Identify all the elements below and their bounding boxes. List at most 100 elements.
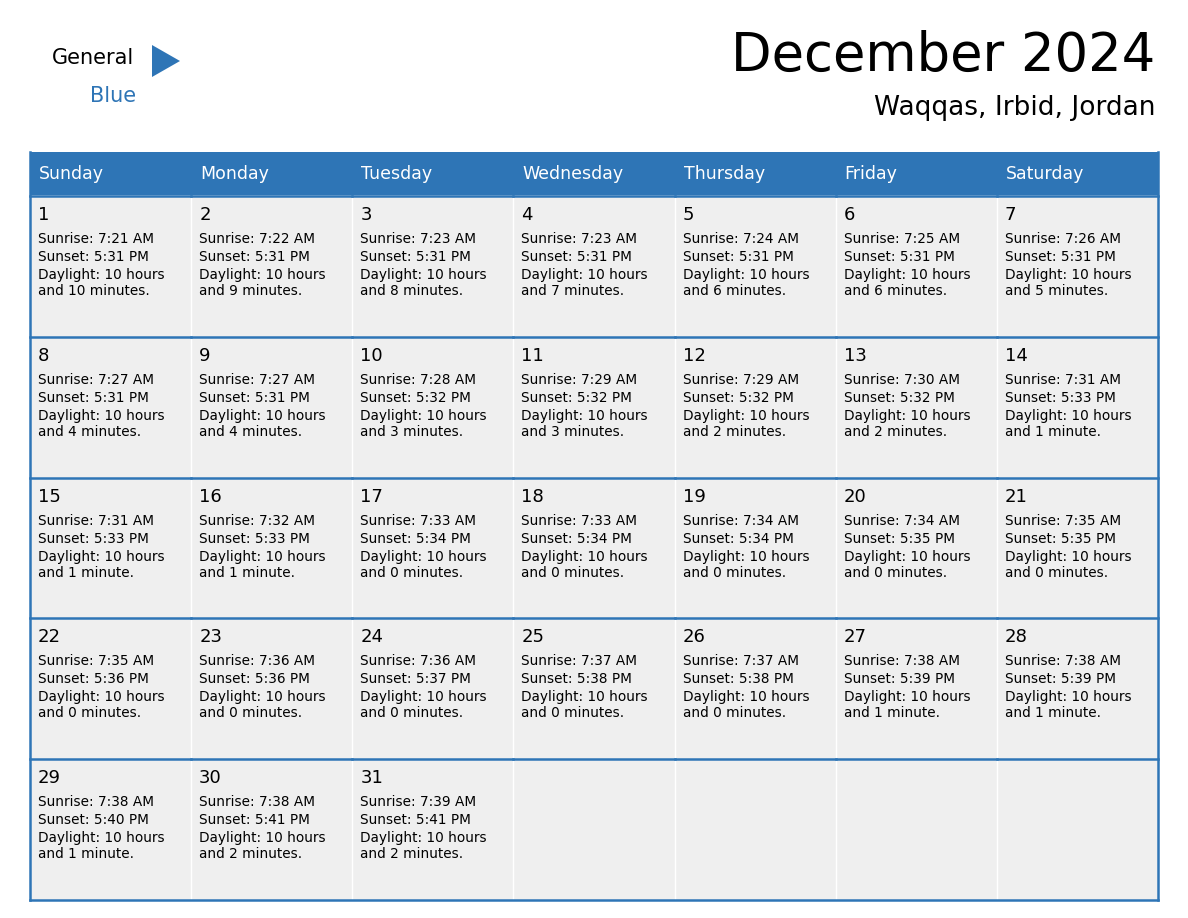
Text: Sunset: 5:33 PM: Sunset: 5:33 PM	[200, 532, 310, 545]
Text: Sunrise: 7:23 AM: Sunrise: 7:23 AM	[360, 232, 476, 246]
Text: and 0 minutes.: and 0 minutes.	[38, 706, 141, 721]
Text: 15: 15	[38, 487, 61, 506]
Text: Sunset: 5:32 PM: Sunset: 5:32 PM	[360, 391, 472, 405]
Text: Friday: Friday	[845, 165, 898, 183]
Text: Sunrise: 7:21 AM: Sunrise: 7:21 AM	[38, 232, 154, 246]
Text: Sunrise: 7:27 AM: Sunrise: 7:27 AM	[38, 373, 154, 386]
Text: and 2 minutes.: and 2 minutes.	[200, 847, 302, 861]
Text: Daylight: 10 hours: Daylight: 10 hours	[360, 550, 487, 564]
Text: Sunrise: 7:24 AM: Sunrise: 7:24 AM	[683, 232, 798, 246]
Text: and 8 minutes.: and 8 minutes.	[360, 284, 463, 298]
Bar	[30, 477, 191, 619]
Text: and 0 minutes.: and 0 minutes.	[522, 565, 625, 579]
Text: 10: 10	[360, 347, 383, 364]
Text: Daylight: 10 hours: Daylight: 10 hours	[38, 690, 165, 704]
Bar	[191, 196, 353, 337]
Bar	[30, 759, 191, 900]
Text: 18: 18	[522, 487, 544, 506]
Text: Sunset: 5:31 PM: Sunset: 5:31 PM	[843, 250, 955, 264]
Text: Sunset: 5:33 PM: Sunset: 5:33 PM	[1005, 391, 1116, 405]
Bar	[513, 477, 675, 619]
Bar	[191, 759, 353, 900]
Text: 14: 14	[1005, 347, 1028, 364]
Text: Saturday: Saturday	[1006, 165, 1085, 183]
Text: Daylight: 10 hours: Daylight: 10 hours	[200, 550, 326, 564]
Bar	[835, 152, 997, 196]
Text: Daylight: 10 hours: Daylight: 10 hours	[843, 409, 971, 423]
Text: and 1 minute.: and 1 minute.	[1005, 425, 1101, 439]
Bar	[353, 477, 513, 619]
Text: and 1 minute.: and 1 minute.	[38, 565, 134, 579]
Bar	[353, 152, 513, 196]
Bar	[997, 196, 1158, 337]
Text: Sunrise: 7:35 AM: Sunrise: 7:35 AM	[1005, 513, 1121, 528]
Text: 27: 27	[843, 629, 867, 646]
Text: and 0 minutes.: and 0 minutes.	[360, 706, 463, 721]
Text: Daylight: 10 hours: Daylight: 10 hours	[522, 550, 647, 564]
Text: Sunset: 5:31 PM: Sunset: 5:31 PM	[200, 391, 310, 405]
Text: Sunset: 5:31 PM: Sunset: 5:31 PM	[360, 250, 472, 264]
Text: Sunset: 5:33 PM: Sunset: 5:33 PM	[38, 532, 148, 545]
Bar	[30, 152, 191, 196]
Text: Daylight: 10 hours: Daylight: 10 hours	[38, 268, 165, 282]
Text: 24: 24	[360, 629, 384, 646]
Text: and 1 minute.: and 1 minute.	[843, 706, 940, 721]
Text: Sunset: 5:31 PM: Sunset: 5:31 PM	[1005, 250, 1116, 264]
Text: Tuesday: Tuesday	[361, 165, 432, 183]
Text: Daylight: 10 hours: Daylight: 10 hours	[843, 690, 971, 704]
Text: Sunrise: 7:29 AM: Sunrise: 7:29 AM	[683, 373, 798, 386]
Text: Sunset: 5:38 PM: Sunset: 5:38 PM	[683, 672, 794, 687]
Text: Sunset: 5:32 PM: Sunset: 5:32 PM	[683, 391, 794, 405]
Text: Sunset: 5:34 PM: Sunset: 5:34 PM	[683, 532, 794, 545]
Text: 22: 22	[38, 629, 61, 646]
Text: Sunset: 5:39 PM: Sunset: 5:39 PM	[843, 672, 955, 687]
Text: Daylight: 10 hours: Daylight: 10 hours	[1005, 268, 1131, 282]
Text: 3: 3	[360, 206, 372, 224]
Text: 5: 5	[683, 206, 694, 224]
Bar	[191, 477, 353, 619]
Bar	[835, 477, 997, 619]
Text: and 1 minute.: and 1 minute.	[38, 847, 134, 861]
Text: Sunrise: 7:37 AM: Sunrise: 7:37 AM	[683, 655, 798, 668]
Text: Sunrise: 7:36 AM: Sunrise: 7:36 AM	[200, 655, 315, 668]
Text: Daylight: 10 hours: Daylight: 10 hours	[360, 831, 487, 845]
Bar	[675, 152, 835, 196]
Text: December 2024: December 2024	[731, 30, 1155, 82]
Bar	[835, 619, 997, 759]
Text: Daylight: 10 hours: Daylight: 10 hours	[38, 550, 165, 564]
Text: Sunset: 5:40 PM: Sunset: 5:40 PM	[38, 813, 148, 827]
Bar	[835, 196, 997, 337]
Text: Daylight: 10 hours: Daylight: 10 hours	[1005, 550, 1131, 564]
Bar	[675, 337, 835, 477]
Bar	[513, 759, 675, 900]
Bar	[835, 337, 997, 477]
Text: and 6 minutes.: and 6 minutes.	[843, 284, 947, 298]
Text: and 0 minutes.: and 0 minutes.	[683, 706, 785, 721]
Bar	[353, 619, 513, 759]
Text: 28: 28	[1005, 629, 1028, 646]
Text: Daylight: 10 hours: Daylight: 10 hours	[360, 268, 487, 282]
Text: Sunset: 5:34 PM: Sunset: 5:34 PM	[360, 532, 472, 545]
Text: Sunset: 5:32 PM: Sunset: 5:32 PM	[522, 391, 632, 405]
Bar	[191, 152, 353, 196]
Text: and 2 minutes.: and 2 minutes.	[360, 847, 463, 861]
Text: Sunrise: 7:26 AM: Sunrise: 7:26 AM	[1005, 232, 1120, 246]
Text: 26: 26	[683, 629, 706, 646]
Text: and 7 minutes.: and 7 minutes.	[522, 284, 625, 298]
Text: Daylight: 10 hours: Daylight: 10 hours	[843, 268, 971, 282]
Bar	[997, 759, 1158, 900]
Text: Sunrise: 7:36 AM: Sunrise: 7:36 AM	[360, 655, 476, 668]
Text: Sunset: 5:31 PM: Sunset: 5:31 PM	[200, 250, 310, 264]
Bar	[191, 337, 353, 477]
Bar	[997, 337, 1158, 477]
Text: and 0 minutes.: and 0 minutes.	[200, 706, 302, 721]
Bar	[30, 196, 191, 337]
Text: 11: 11	[522, 347, 544, 364]
Text: and 1 minute.: and 1 minute.	[1005, 706, 1101, 721]
Text: Daylight: 10 hours: Daylight: 10 hours	[522, 268, 647, 282]
Text: Sunrise: 7:27 AM: Sunrise: 7:27 AM	[200, 373, 315, 386]
Text: Sunrise: 7:34 AM: Sunrise: 7:34 AM	[683, 513, 798, 528]
Text: Sunrise: 7:37 AM: Sunrise: 7:37 AM	[522, 655, 638, 668]
Text: Sunset: 5:34 PM: Sunset: 5:34 PM	[522, 532, 632, 545]
Text: Sunrise: 7:33 AM: Sunrise: 7:33 AM	[522, 513, 638, 528]
